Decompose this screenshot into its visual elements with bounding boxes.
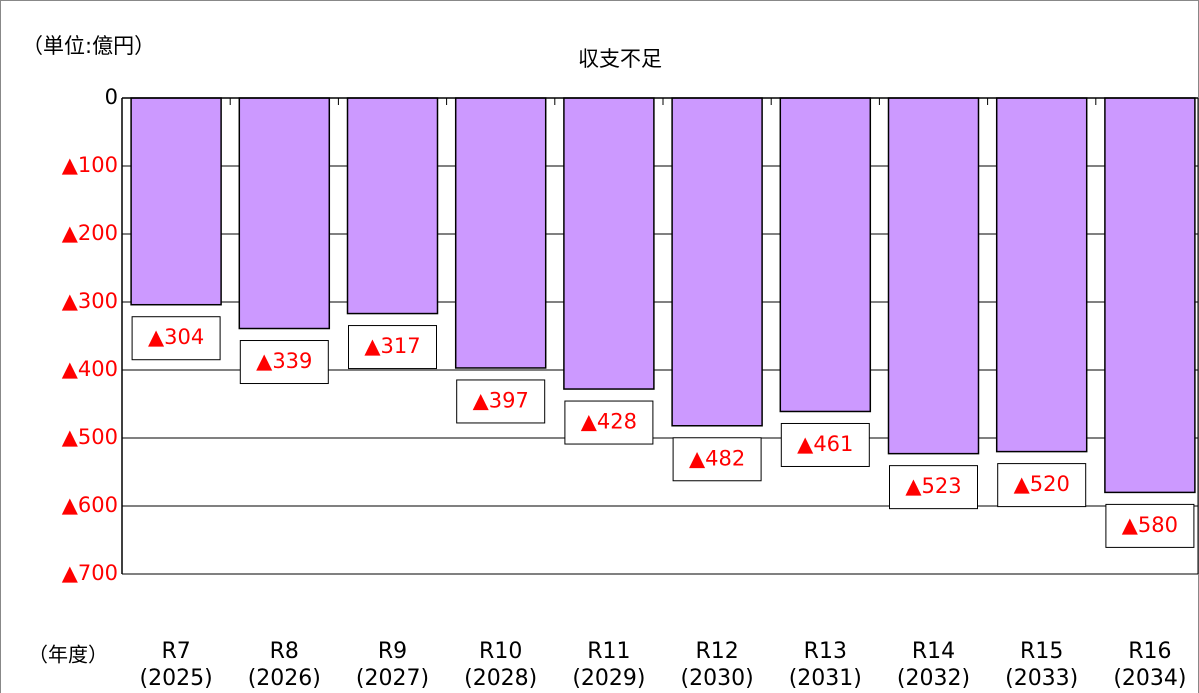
value-label: ▲523 [905, 474, 961, 498]
value-label-box [672, 437, 762, 482]
y-tick-label: 0 [105, 85, 118, 109]
value-label: ▲580 [1122, 513, 1178, 537]
y-tick-label: ▲500 [62, 425, 118, 449]
bar [779, 97, 872, 413]
value-label-box [239, 340, 329, 385]
bar [346, 97, 439, 315]
value-label-box [1105, 503, 1195, 548]
y-tick-label: ▲400 [62, 357, 118, 381]
bar [995, 97, 1088, 453]
value-label-box [131, 316, 221, 361]
bar [130, 97, 222, 306]
x-axis-label: （年度） [28, 643, 108, 667]
value-label-box [780, 422, 870, 467]
x-tick-label: R11 [587, 639, 630, 664]
x-tick-sublabel: (2031) [789, 666, 862, 691]
value-label-box [564, 400, 654, 445]
value-label-box [997, 463, 1087, 508]
x-tick-sublabel: (2029) [572, 666, 645, 691]
bar [887, 97, 980, 455]
value-label-box [456, 379, 546, 424]
unit-label: （単位:億円） [22, 34, 155, 58]
x-tick-label: R14 [912, 639, 955, 664]
y-tick-label: ▲100 [62, 153, 118, 177]
value-label: ▲428 [581, 410, 637, 434]
x-tick-sublabel: (2034) [1113, 666, 1186, 691]
x-tick-sublabel: (2026) [248, 666, 321, 691]
x-tick-sublabel: (2028) [464, 666, 537, 691]
value-label: ▲304 [148, 325, 204, 349]
bar [454, 97, 547, 369]
x-tick-label: R9 [378, 639, 407, 664]
chart-title: 収支不足 [578, 47, 662, 71]
bar [671, 97, 763, 427]
x-tick-label: R8 [270, 639, 299, 664]
x-tick-label: R15 [1020, 639, 1063, 664]
x-tick-sublabel: (2030) [681, 666, 754, 691]
y-tick-label: ▲600 [62, 493, 118, 517]
x-tick-sublabel: (2025) [140, 666, 213, 691]
value-label: ▲317 [364, 334, 420, 358]
x-tick-label: R12 [695, 639, 738, 664]
x-tick-sublabel: (2027) [356, 666, 429, 691]
value-label: ▲339 [256, 349, 312, 373]
value-label: ▲520 [1014, 472, 1070, 496]
x-tick-sublabel: (2032) [897, 666, 970, 691]
bar [238, 97, 331, 330]
y-tick-label: ▲300 [62, 289, 118, 313]
value-label-box [889, 465, 978, 510]
bar [563, 97, 655, 390]
x-tick-sublabel: (2033) [1005, 666, 1078, 691]
value-label: ▲397 [473, 388, 529, 412]
y-tick-label: ▲200 [62, 221, 118, 245]
y-tick-label: ▲700 [62, 561, 118, 585]
x-tick-label: R10 [479, 639, 522, 664]
value-label: ▲461 [797, 432, 853, 456]
x-tick-label: R16 [1128, 639, 1171, 664]
value-label: ▲482 [689, 446, 745, 470]
bar [1104, 97, 1196, 494]
x-tick-label: R7 [161, 639, 190, 664]
value-label-box [348, 325, 437, 370]
x-tick-label: R13 [804, 639, 847, 664]
